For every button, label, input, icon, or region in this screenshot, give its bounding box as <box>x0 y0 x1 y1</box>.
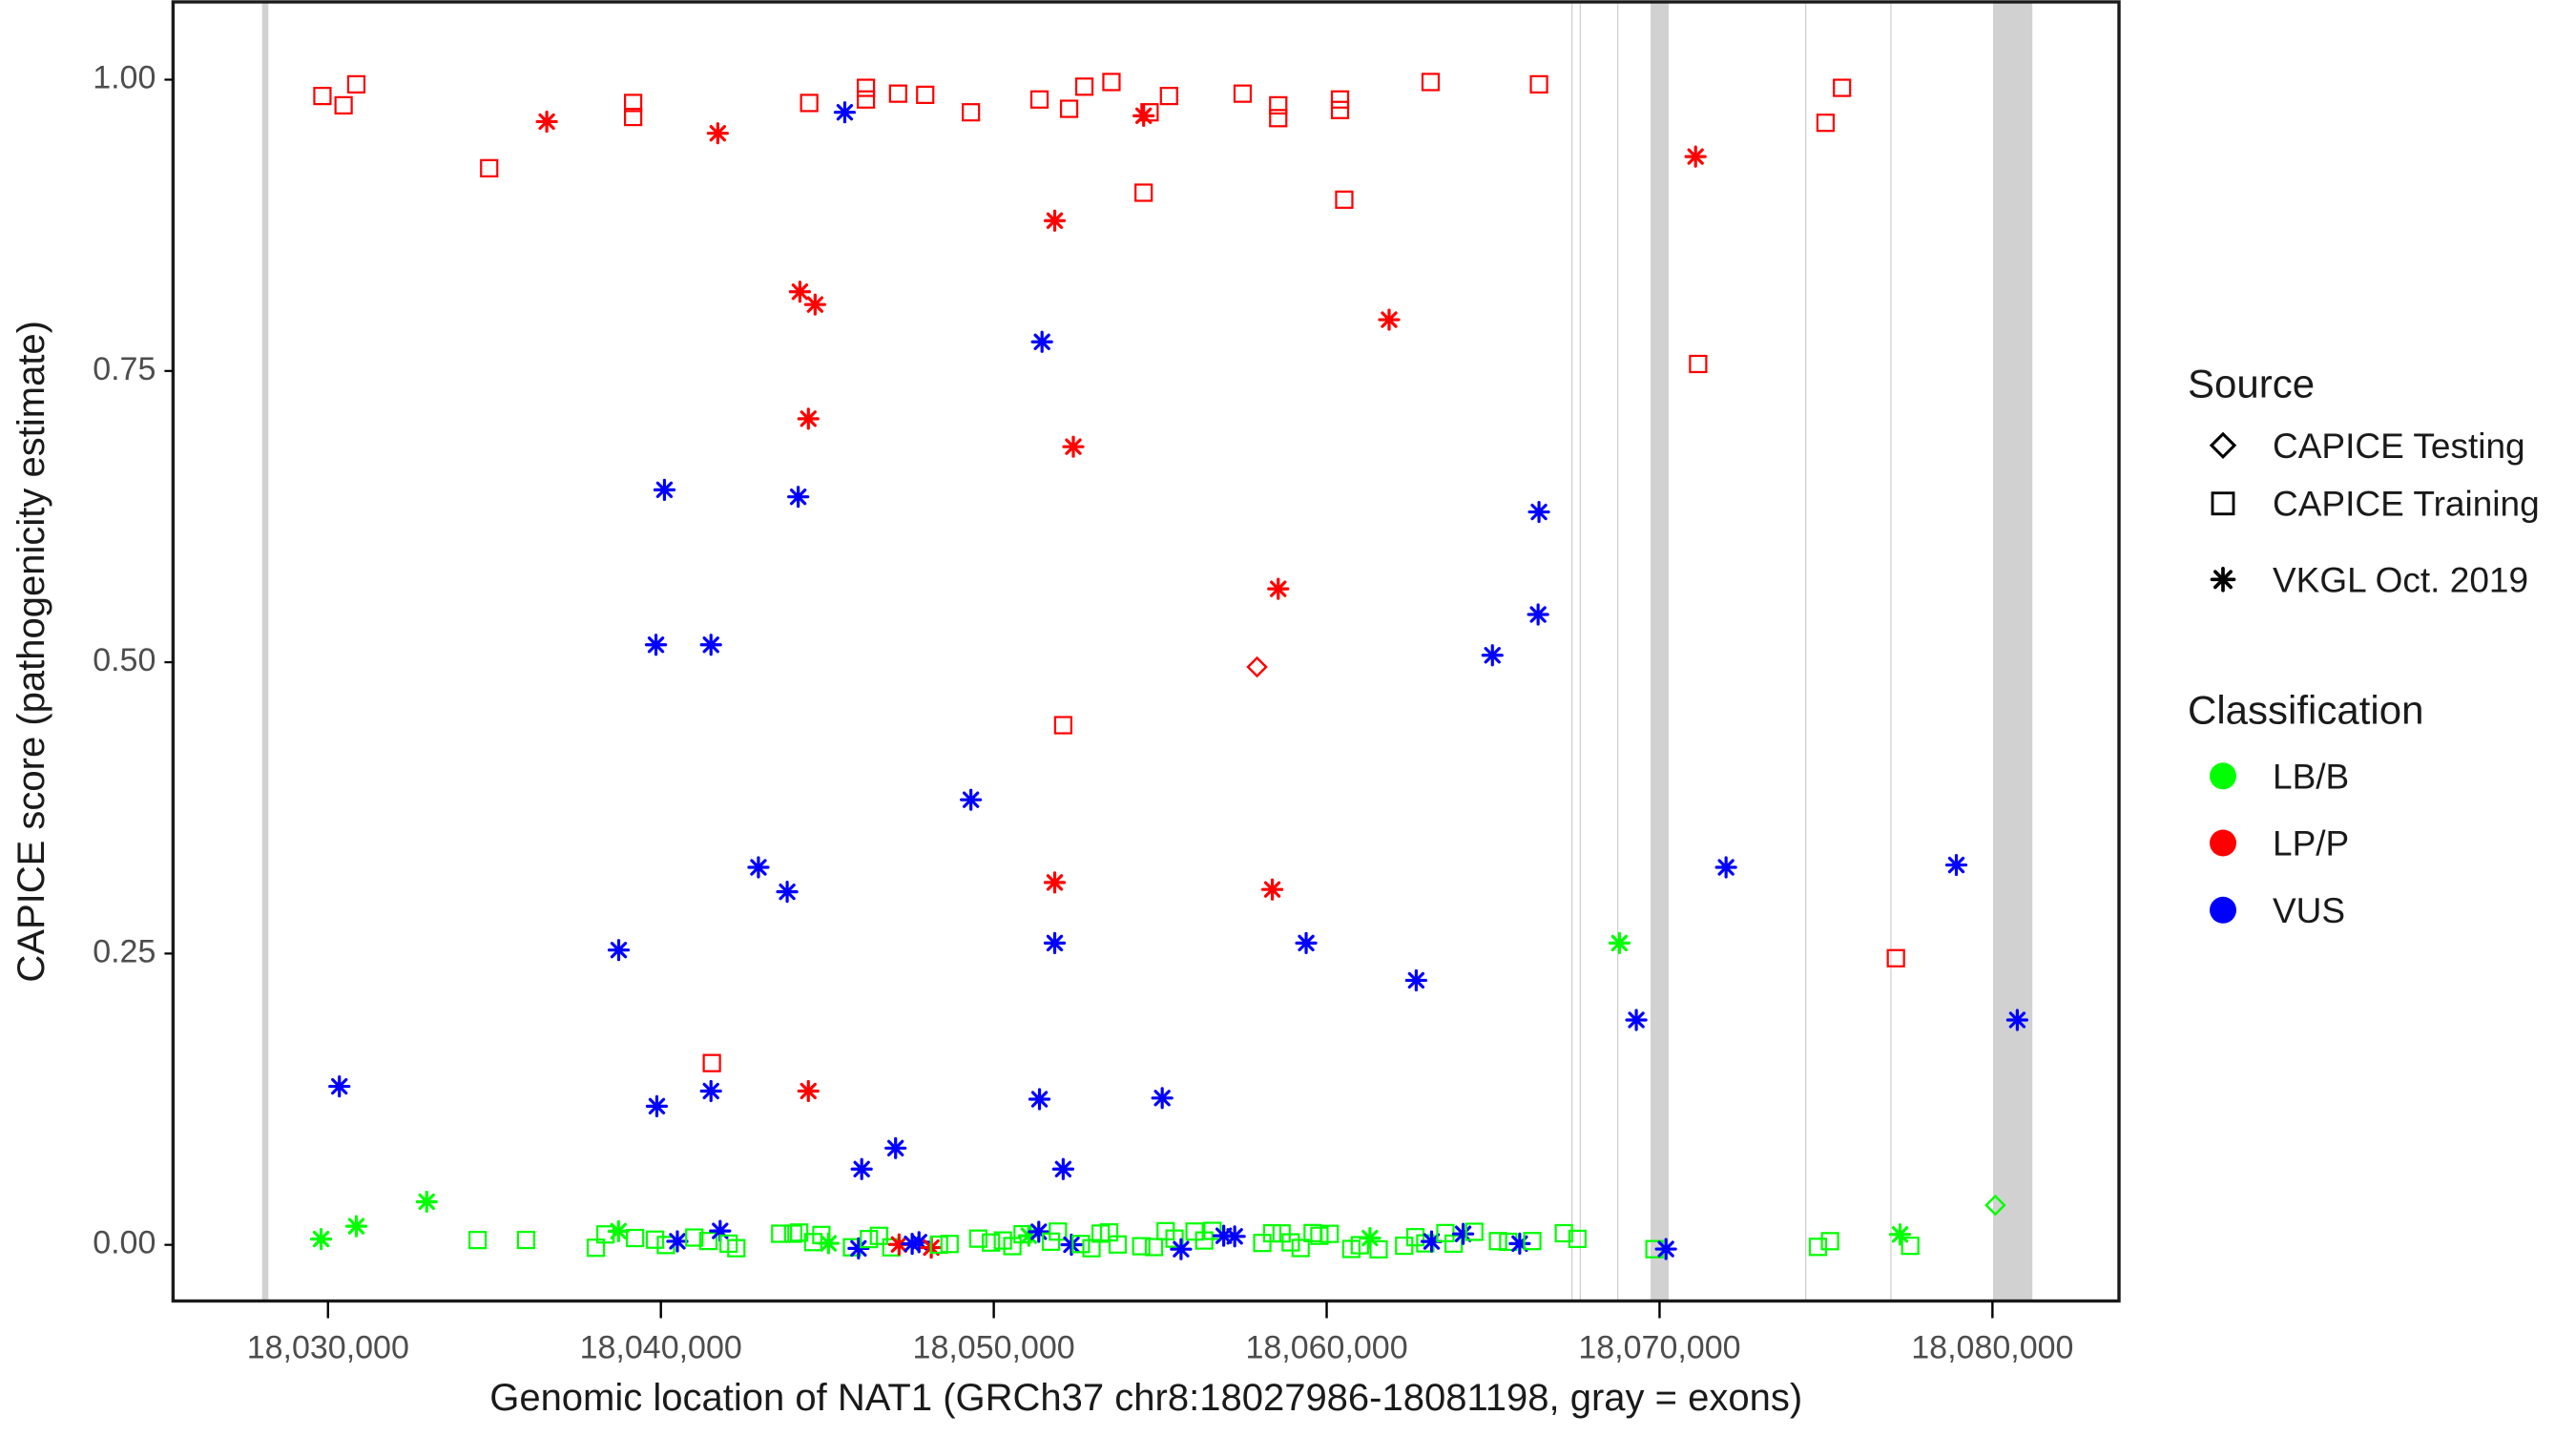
svg-text:VKGL Oct. 2019: VKGL Oct. 2019 <box>2273 560 2528 599</box>
svg-text:CAPICE Testing: CAPICE Testing <box>2273 427 2525 466</box>
svg-text:0.25: 0.25 <box>93 933 156 969</box>
svg-text:0.75: 0.75 <box>93 351 156 387</box>
svg-text:0.00: 0.00 <box>93 1225 156 1261</box>
svg-text:18,030,000: 18,030,000 <box>247 1330 409 1366</box>
svg-text:VUS: VUS <box>2273 891 2345 930</box>
svg-text:18,050,000: 18,050,000 <box>913 1330 1075 1366</box>
svg-text:18,070,000: 18,070,000 <box>1578 1330 1740 1366</box>
svg-text:CAPICE score (pathogenicity es: CAPICE score (pathogenicity estimate) <box>10 321 52 983</box>
svg-text:Genomic location of NAT1 (GRCh: Genomic location of NAT1 (GRCh37 chr8:18… <box>489 1377 1802 1419</box>
svg-text:Source: Source <box>2188 362 2315 406</box>
svg-text:1.00: 1.00 <box>93 59 156 95</box>
svg-text:CAPICE Training: CAPICE Training <box>2273 485 2540 524</box>
svg-text:18,060,000: 18,060,000 <box>1245 1330 1407 1366</box>
svg-text:LB/B: LB/B <box>2273 757 2349 796</box>
svg-text:LP/P: LP/P <box>2273 824 2349 864</box>
svg-text:18,080,000: 18,080,000 <box>1911 1330 2073 1366</box>
svg-text:Classification: Classification <box>2188 687 2423 732</box>
svg-text:0.50: 0.50 <box>93 642 156 678</box>
svg-text:18,040,000: 18,040,000 <box>580 1330 742 1366</box>
